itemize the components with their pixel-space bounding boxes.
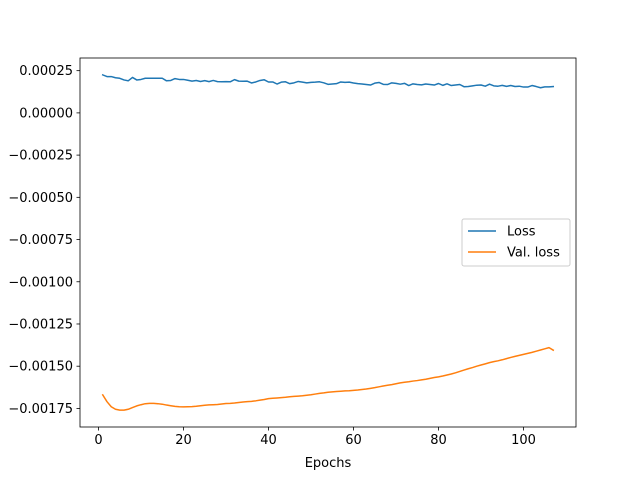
x-tick-label: 100 — [511, 433, 536, 448]
y-tick-label: −0.00100 — [8, 275, 73, 290]
y-tick-label: −0.00025 — [8, 149, 73, 164]
y-tick-label: 0.00025 — [19, 64, 73, 79]
x-tick-label: 0 — [94, 433, 102, 448]
y-tick-label: −0.00150 — [8, 360, 73, 375]
y-tick-label: −0.00175 — [8, 402, 73, 417]
x-tick-label: 40 — [260, 433, 277, 448]
x-axis-label: Epochs — [305, 456, 352, 471]
y-tick-label: −0.00050 — [8, 191, 73, 206]
y-tick-label: −0.00125 — [8, 317, 73, 332]
y-tick-label: 0.00000 — [19, 106, 73, 121]
plot-area — [79, 57, 577, 428]
y-axis: 0.00025 0.00000 −0.00025 −0.00050 −0.00075 −0… — [8, 64, 80, 417]
series-lines — [101, 73, 555, 411]
x-tick-label: 20 — [175, 433, 192, 448]
legend-label-2: Val. loss — [507, 246, 560, 261]
legend: Loss Val. loss — [461, 218, 571, 267]
plot-frame — [79, 57, 577, 428]
x-axis: 0 20 40 60 80 100 — [94, 427, 536, 448]
x-tick-label: 80 — [430, 433, 447, 448]
legend-label-1: Loss — [507, 225, 536, 240]
y-tick-label: −0.00075 — [8, 233, 73, 248]
x-tick-label: 60 — [345, 433, 362, 448]
series-line-1 — [101, 73, 555, 89]
series-line-2 — [101, 346, 555, 411]
